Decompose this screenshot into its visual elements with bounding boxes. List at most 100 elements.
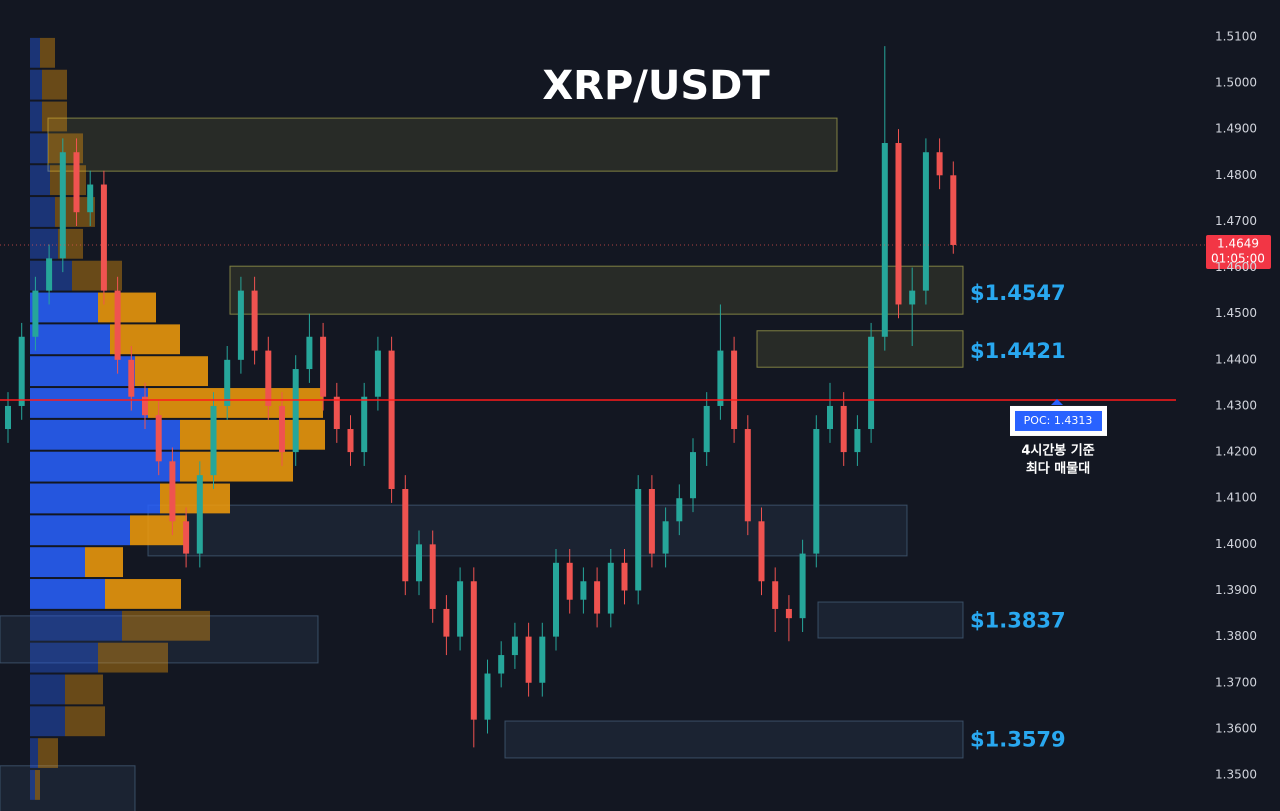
candle-body xyxy=(868,336,875,430)
candle-body xyxy=(635,488,642,591)
y-tick-label: 1.4900 xyxy=(1215,122,1257,136)
profile-sell xyxy=(85,547,123,578)
candle-body xyxy=(59,152,66,259)
candle-body xyxy=(155,415,162,462)
profile-sell xyxy=(110,324,180,355)
candle-body xyxy=(525,636,532,683)
profile-buy xyxy=(30,292,98,323)
profile-sell xyxy=(98,642,168,673)
profile-buy xyxy=(30,483,160,514)
profile-sell xyxy=(130,515,187,546)
candle-body xyxy=(703,405,710,453)
level-label: $1.4421 xyxy=(970,339,1066,363)
y-tick-label: 1.3500 xyxy=(1215,768,1257,782)
profile-sell xyxy=(35,770,40,800)
annotation: 최다 매물대 xyxy=(1026,460,1090,476)
candle-body xyxy=(580,581,587,600)
y-tick-label: 1.4400 xyxy=(1215,352,1257,366)
level-label: $1.3579 xyxy=(970,728,1066,752)
y-tick-label: 1.5100 xyxy=(1215,29,1257,43)
candle-body xyxy=(676,498,683,522)
zone xyxy=(0,765,136,811)
poc-box xyxy=(1015,410,1102,431)
candle-body xyxy=(936,152,943,176)
profile-buy xyxy=(30,706,65,737)
candle-body xyxy=(374,350,381,397)
profile-buy xyxy=(30,165,50,196)
candle-body xyxy=(690,452,696,499)
candle-body xyxy=(648,488,655,554)
candles xyxy=(5,46,957,748)
profile-buy xyxy=(30,101,42,132)
candle-body xyxy=(5,405,11,430)
candle-body xyxy=(388,350,395,489)
y-tick-label: 1.4800 xyxy=(1215,168,1257,182)
profile-buy xyxy=(30,610,122,641)
candle-body xyxy=(347,429,354,453)
candle-body xyxy=(46,258,53,291)
y-tick-label: 1.3700 xyxy=(1215,675,1257,689)
annotation: 4시간봉 기준 xyxy=(1021,442,1094,458)
candle-body xyxy=(621,562,628,591)
y-tick-label: 1.3900 xyxy=(1215,583,1257,597)
y-tick-label: 1.3600 xyxy=(1215,721,1257,735)
candle-body xyxy=(402,488,409,582)
profile-buy xyxy=(30,642,98,673)
profile-buy xyxy=(30,133,48,164)
profile-sell xyxy=(105,579,181,609)
y-tick-label: 1.4100 xyxy=(1215,491,1257,505)
profile-sell xyxy=(65,706,105,737)
countdown: 01:05:00 xyxy=(1211,251,1265,265)
candle-body xyxy=(18,336,25,406)
profile-buy xyxy=(30,738,38,769)
profile-sell xyxy=(42,69,67,100)
profile-buy xyxy=(30,69,42,100)
zone xyxy=(504,720,964,759)
y-tick-label: 1.4700 xyxy=(1215,214,1257,228)
profile-buy xyxy=(30,579,105,609)
poc-pointer xyxy=(1051,398,1063,405)
profile-buy xyxy=(30,547,85,578)
zone xyxy=(817,601,964,639)
zone xyxy=(0,615,319,664)
candle-body xyxy=(251,290,258,351)
candle-body xyxy=(498,655,505,674)
candle-body xyxy=(142,396,148,416)
candle-body xyxy=(196,475,203,554)
candle-body xyxy=(840,405,847,453)
candle-body xyxy=(237,290,244,360)
candle-body xyxy=(895,143,902,305)
y-tick-label: 1.4600 xyxy=(1215,260,1257,274)
zone xyxy=(47,117,838,172)
candle-body xyxy=(950,175,957,245)
zone xyxy=(229,265,964,315)
candle-body xyxy=(265,350,272,406)
level-label: $1.4547 xyxy=(970,281,1066,305)
candle-body xyxy=(128,359,135,397)
profile-sell xyxy=(180,419,325,450)
candle-body xyxy=(922,152,929,291)
volume-profile xyxy=(30,37,325,800)
profile-sell xyxy=(50,165,86,196)
profile-sell xyxy=(42,101,67,132)
candle-body xyxy=(224,359,231,406)
candle-body xyxy=(594,581,601,614)
candle-body xyxy=(539,636,546,683)
candle-body xyxy=(772,581,779,609)
candle-body xyxy=(731,350,738,430)
candle-body xyxy=(279,405,285,453)
candle-body xyxy=(813,429,820,554)
candle-body xyxy=(416,544,422,582)
profile-buy xyxy=(30,228,58,259)
current-price-label: 1.4649 xyxy=(1217,236,1259,250)
candle-body xyxy=(662,521,669,554)
profile-sell xyxy=(40,37,55,68)
candle-body xyxy=(827,405,833,430)
candle-body xyxy=(292,369,299,453)
candle-body xyxy=(484,673,491,720)
candle-body xyxy=(799,553,806,619)
candle-body xyxy=(854,429,861,453)
